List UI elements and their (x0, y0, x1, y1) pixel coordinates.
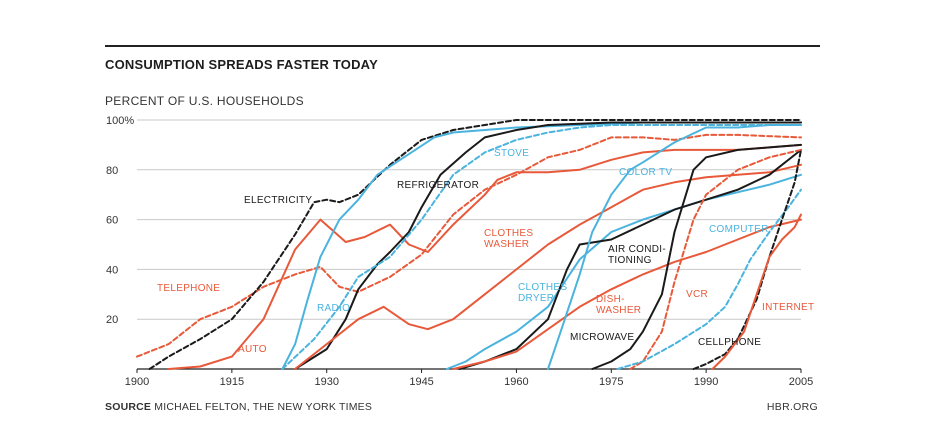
series-label-clothes-washer: CLOTHES WASHER (484, 228, 533, 250)
x-tick-label: 1915 (220, 376, 244, 388)
series-labels: TELEPHONE ELECTRICITY AUTO RADIO REFRIGERATO… (157, 148, 814, 355)
series-line-telephone (136, 133, 802, 358)
x-tick-label: 1900 (125, 376, 149, 388)
series-line-cellphone (692, 148, 802, 370)
y-tick-label: 20 (106, 314, 118, 326)
x-tick-label: 1990 (694, 376, 718, 388)
series-line-vcr (629, 148, 802, 370)
series-label-microwave: MICROWAVE (570, 332, 634, 343)
y-tick-label: 40 (106, 264, 118, 276)
series-line-radio (281, 121, 802, 370)
y-tick-label: 100% (106, 115, 134, 127)
y-tick-label: 60 (106, 215, 118, 227)
series-label-dish-washer: DISH-WASHER (596, 294, 641, 316)
x-tick-label: 2005 (789, 376, 813, 388)
series-label-color-tv: COLOR TV (619, 167, 672, 178)
series-label-internet: INTERNET (762, 302, 814, 313)
series-line-color-tv (547, 124, 802, 370)
x-tick-label: 1945 (409, 376, 433, 388)
series-label-stove: STOVE (494, 148, 529, 159)
y-tick-label: 80 (106, 165, 118, 177)
series-line-clothes-dryer (445, 173, 802, 370)
series-label-refrigerator: REFRIGERATOR (397, 180, 479, 191)
series-label-vcr: VCR (686, 289, 708, 300)
series-line-microwave (591, 143, 802, 370)
series-line-air-conditioning (458, 148, 802, 370)
series-line-internet (711, 213, 802, 370)
series-label-electricity: ELECTRICITY (244, 195, 312, 206)
series-line-stove (281, 124, 802, 370)
source-note: SOURCE MICHAEL FELTON, THE NEW YORK TIME… (105, 401, 372, 413)
series-label-telephone: TELEPHONE (157, 283, 220, 294)
x-tick-label: 1930 (314, 376, 338, 388)
x-tick-label: 1975 (599, 376, 623, 388)
series-label-air-conditioning: AIR CONDI-TIONING (608, 244, 666, 266)
series-line-electricity (148, 119, 802, 370)
source-text: MICHAEL FELTON, THE NEW YORK TIMES (154, 401, 373, 413)
y-axis-title: PERCENT OF U.S. HOUSEHOLDS (105, 94, 304, 108)
series-line-clothes-washer (294, 163, 802, 370)
series-label-cellphone: CELLPHONE (698, 337, 761, 348)
source-label: SOURCE (105, 401, 152, 413)
series-line-auto (167, 143, 802, 370)
series-label-radio: RADIO (317, 303, 350, 314)
top-rule (105, 45, 820, 47)
series-line-computer (616, 188, 802, 370)
series-line-dish-washer (452, 218, 802, 370)
series-label-clothes-dryer: CLOTHES DRYER (518, 282, 567, 304)
series-line-refrigerator (294, 121, 802, 370)
axes: 20 40 60 80 100% 1900 1915 1930 1945 1960 1975 1990… (106, 115, 813, 388)
x-tick-label: 1960 (504, 376, 528, 388)
credit-label: HBR.ORG (766, 401, 818, 413)
series-lines (136, 119, 802, 370)
series-label-computer: COMPUTER (709, 224, 769, 235)
series-label-auto: AUTO (238, 344, 267, 355)
chart-title: CONSUMPTION SPREADS FASTER TODAY (105, 57, 378, 72)
